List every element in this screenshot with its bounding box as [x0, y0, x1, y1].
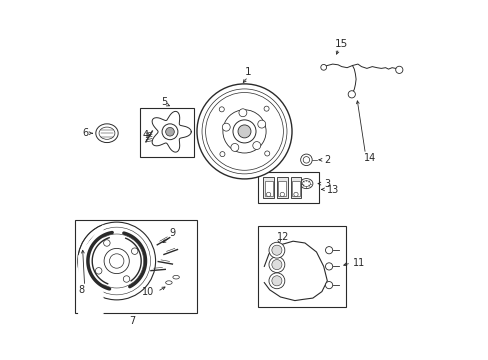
Text: 9: 9	[169, 228, 175, 238]
Circle shape	[219, 107, 224, 112]
Circle shape	[123, 276, 129, 282]
Bar	[291, 181, 299, 196]
Ellipse shape	[96, 124, 118, 143]
Text: 7: 7	[129, 316, 135, 326]
Circle shape	[230, 144, 238, 152]
Circle shape	[280, 192, 284, 197]
Circle shape	[347, 91, 355, 98]
Circle shape	[252, 141, 260, 149]
Circle shape	[222, 123, 230, 131]
Circle shape	[109, 254, 123, 268]
Circle shape	[232, 120, 256, 143]
Circle shape	[266, 192, 270, 197]
Circle shape	[202, 89, 286, 174]
Circle shape	[197, 84, 291, 179]
Bar	[140, 108, 194, 157]
Circle shape	[103, 240, 110, 246]
Circle shape	[395, 66, 402, 73]
Circle shape	[239, 109, 246, 117]
Text: 13: 13	[326, 185, 339, 195]
Circle shape	[220, 152, 224, 157]
Text: 11: 11	[352, 258, 364, 268]
Circle shape	[271, 260, 282, 270]
Polygon shape	[264, 241, 326, 301]
Bar	[258, 172, 319, 203]
Circle shape	[293, 192, 298, 197]
Circle shape	[268, 242, 284, 258]
Circle shape	[271, 276, 282, 286]
Text: 15: 15	[334, 39, 347, 49]
Circle shape	[264, 106, 268, 111]
Ellipse shape	[299, 179, 312, 189]
Text: 2: 2	[324, 155, 330, 165]
Bar	[258, 226, 346, 307]
Circle shape	[264, 151, 269, 156]
Circle shape	[82, 227, 150, 295]
Text: 10: 10	[142, 287, 154, 297]
Circle shape	[268, 273, 284, 289]
Text: 14: 14	[363, 153, 375, 163]
Circle shape	[320, 64, 326, 70]
Circle shape	[104, 248, 129, 274]
Bar	[263, 177, 273, 198]
Circle shape	[300, 154, 311, 166]
Text: 6: 6	[82, 128, 88, 138]
Bar	[264, 181, 272, 196]
Polygon shape	[152, 111, 191, 152]
Circle shape	[325, 247, 332, 254]
Circle shape	[223, 110, 265, 153]
Circle shape	[205, 93, 283, 170]
Bar	[75, 220, 197, 313]
Circle shape	[95, 267, 102, 274]
Circle shape	[162, 124, 178, 140]
Bar	[276, 177, 287, 198]
Circle shape	[78, 222, 155, 300]
Bar	[278, 181, 285, 196]
Text: 5: 5	[161, 96, 167, 107]
Ellipse shape	[172, 275, 179, 279]
Circle shape	[325, 263, 332, 270]
Circle shape	[303, 157, 309, 163]
Circle shape	[131, 248, 138, 255]
Circle shape	[238, 125, 250, 138]
Circle shape	[271, 245, 282, 255]
Circle shape	[325, 282, 332, 289]
Circle shape	[165, 127, 174, 136]
Circle shape	[268, 257, 284, 273]
Ellipse shape	[99, 127, 115, 139]
Text: 1: 1	[244, 67, 251, 77]
Ellipse shape	[165, 281, 172, 284]
Circle shape	[89, 234, 143, 288]
Bar	[290, 177, 301, 198]
Text: 4: 4	[142, 130, 149, 140]
Text: 8: 8	[79, 285, 85, 295]
Circle shape	[257, 120, 265, 128]
Ellipse shape	[302, 181, 310, 186]
Text: 12: 12	[276, 232, 289, 242]
Text: 3: 3	[324, 179, 330, 189]
